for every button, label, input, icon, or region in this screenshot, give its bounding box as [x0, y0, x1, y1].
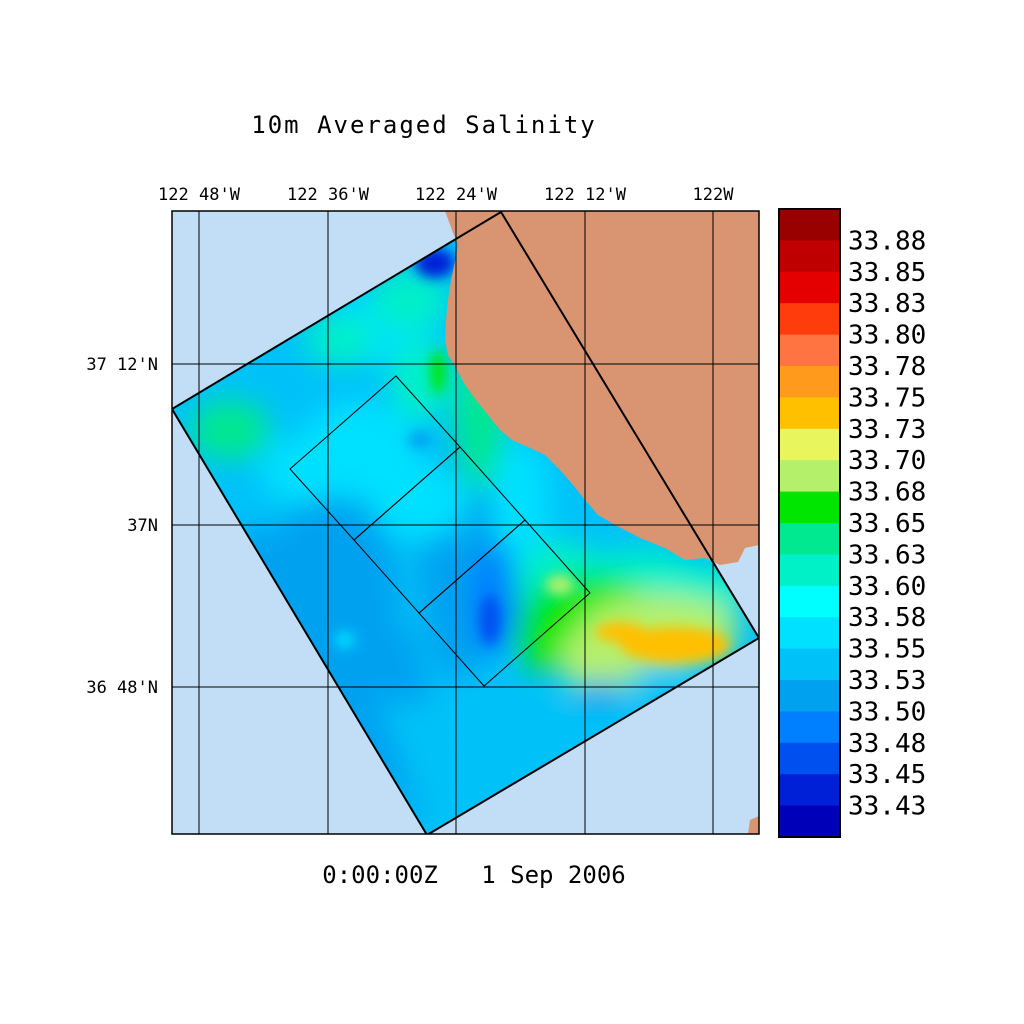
coastline-land-fragment [748, 816, 759, 834]
colorbar-label: 33.78 [848, 352, 926, 382]
nested-subdomain-boxes [289, 375, 591, 687]
colorbar-swatch [779, 742, 840, 775]
colorbar-swatch [779, 805, 840, 838]
colorbar-label: 33.65 [848, 509, 926, 539]
colorbar-label: 33.53 [848, 666, 926, 696]
colorbar-swatch [779, 460, 840, 493]
colorbar-label: 33.83 [848, 289, 926, 319]
colorbar-label: 33.68 [848, 478, 926, 508]
colorbar-label: 33.45 [848, 760, 926, 790]
lon-tick-label: 122 48'W [158, 185, 241, 205]
lat-tick-label: 37N [127, 516, 158, 536]
lon-tick-label: 122W [693, 185, 735, 205]
lat-tick-label: 37 12'N [86, 355, 158, 375]
colorbar-swatch [779, 303, 840, 336]
colorbar-label: 33.75 [848, 383, 926, 413]
colorbar-swatch [779, 711, 840, 744]
lon-tick-label: 122 24'W [415, 185, 498, 205]
timestamp-label: 0:00:00Z 1 Sep 2006 [322, 861, 625, 889]
lat-tick-label: 36 48'N [86, 678, 158, 698]
colorbar-swatch [779, 523, 840, 555]
colorbar-swatch [779, 554, 840, 587]
map-title: 10m Averaged Salinity [251, 111, 596, 139]
colorbar-label: 33.48 [848, 729, 926, 759]
latitude-labels: 37 12'N 37N 36 48'N [86, 355, 158, 698]
salinity-colorbar: 33.8833.8533.8333.8033.7833.7533.7333.70… [778, 208, 926, 838]
colorbar-label: 33.73 [848, 415, 926, 445]
colorbar-label: 33.43 [848, 792, 926, 822]
colorbar-swatch [779, 397, 840, 430]
colorbar-label: 33.80 [848, 321, 926, 351]
colorbar-label: 33.58 [848, 603, 926, 633]
colorbar-swatch [779, 334, 840, 367]
longitude-labels: 122 48'W 122 36'W 122 24'W 122 12'W 122W [158, 185, 734, 205]
colorbar-label: 33.63 [848, 540, 926, 570]
colorbar-border [778, 208, 841, 838]
map-area [172, 211, 759, 834]
colorbar-label: 33.85 [848, 258, 926, 288]
colorbar-swatch [779, 648, 840, 681]
colorbar-swatch [779, 271, 840, 304]
colorbar-swatch [779, 240, 840, 273]
colorbar-swatch [779, 209, 840, 241]
map-frame [171, 210, 760, 835]
colorbar-swatch [779, 680, 840, 712]
colorbar-label: 33.55 [848, 635, 926, 665]
colorbar-swatch [779, 366, 840, 398]
colorbar-swatch [779, 774, 840, 807]
colorbar-swatch [779, 428, 840, 461]
colorbar-swatch [779, 491, 840, 524]
coastline-land [445, 211, 759, 565]
colorbar-label: 33.88 [848, 226, 926, 256]
colorbar-swatch [779, 585, 840, 618]
lon-tick-label: 122 12'W [544, 185, 627, 205]
lon-tick-label: 122 36'W [287, 185, 370, 205]
colorbar-label: 33.70 [848, 446, 926, 476]
colorbar-label: 33.60 [848, 572, 926, 602]
model-domain-boundary [172, 211, 759, 834]
colorbar-label: 33.50 [848, 697, 926, 727]
colorbar-swatch [779, 617, 840, 650]
